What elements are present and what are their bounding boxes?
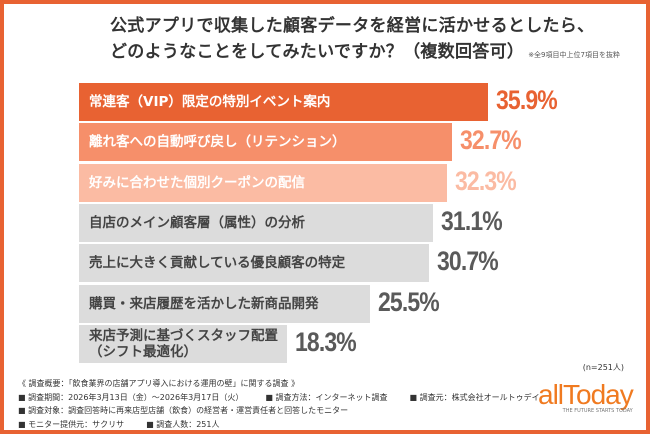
- bar-label: 来店予測に基づくスタッフ配置（シフト最適化）: [89, 327, 278, 360]
- bar-label: 離れ客への自動呼び戻し（リテンション）: [89, 134, 346, 151]
- value-label: 32.3%: [454, 165, 517, 196]
- bar: 自店のメイン顧客層（属性）の分析: [79, 203, 434, 242]
- footer-item: ■ 調査元：株式会社オールトゥデイ: [409, 392, 540, 402]
- alltoday-logo: allToday THE FUTURE STARTS TODAY: [538, 379, 634, 415]
- bar: 来店予測に基づくスタッフ配置（シフト最適化）: [79, 324, 288, 363]
- sample-size: (n=251人): [582, 363, 624, 372]
- footer-row: ■ 調査対象：調査回答時に再来店型店舗（飲食）の経営者・運営責任者と回答したモニ…: [18, 404, 562, 418]
- footer-row: ■ モニター提供元：サクリサ ■ 調査人数：251人: [18, 418, 562, 432]
- bar-label: 自店のメイン顧客層（属性）の分析: [89, 214, 305, 231]
- bar: 離れ客への自動呼び戻し（リテンション）: [79, 123, 452, 162]
- footer-item: ■ 調査人数：251人: [146, 419, 220, 429]
- footer-heading: 《 調査概要：「飲食業界の店舗アプリ導入における運用の壁」に関する調査 》: [18, 379, 300, 388]
- bar: 常連客（VIP）限定の特別イベント案内: [79, 83, 488, 121]
- title-line-1: 公式アプリで収集した顧客データを経営に活かせるとしたら、: [110, 16, 595, 36]
- bar-label: 好みに合わせた個別クーポンの配信: [89, 174, 305, 191]
- footer-item: ■ モニター提供元：サクリサ: [18, 419, 125, 429]
- value-label: 31.1%: [441, 205, 503, 236]
- value-label: 30.7%: [436, 246, 499, 277]
- chart-title: 公式アプリで収集した顧客データを経営に活かせるとしたら、 どのようなことをしてみ…: [110, 13, 620, 68]
- value-label: 32.7%: [459, 125, 522, 156]
- bar-label: 売上に大きく貢献している優良顧客の特定: [89, 255, 346, 272]
- logo-wordmark: allToday: [538, 379, 634, 410]
- survey-footer: 《 調査概要：「飲食業界の店舗アプリ導入における運用の壁」に関する調査 》 ■ …: [18, 377, 562, 431]
- value-label: 35.9%: [496, 85, 558, 115]
- bar: 購買・来店履歴を活かした新商品開発: [79, 284, 370, 323]
- value-label: 25.5%: [377, 286, 440, 317]
- logo-tagline: THE FUTURE STARTS TODAY: [562, 408, 633, 414]
- bar: 売上に大きく貢献している優良顧客の特定: [79, 244, 429, 283]
- footer-row: ■ 調査期間：2026年3月13日（金）〜2026年3月17日（火） ■ 調査方法…: [18, 391, 562, 405]
- bar-label: 購買・来店履歴を活かした新商品開発: [89, 295, 319, 312]
- title-note: ※全9項目中上位7項目を抜粋: [528, 51, 620, 59]
- footer-item: ■ 調査方法：インターネット調査: [265, 392, 388, 402]
- footer-item: ■ 調査期間：2026年3月13日（金）〜2026年3月17日（火）: [18, 392, 244, 402]
- title-line-2: どのようなことをしてみたいですか？（複数回答可）: [110, 42, 525, 62]
- bar-label: 常連客（VIP）限定の特別イベント案内: [89, 94, 331, 110]
- bar: 好みに合わせた個別クーポンの配信: [79, 163, 447, 202]
- value-label: 18.3%: [295, 326, 357, 357]
- footer-item: ■ 調査対象：調査回答時に再来店型店舗（飲食）の経営者・運営責任者と回答したモニ…: [18, 406, 349, 415]
